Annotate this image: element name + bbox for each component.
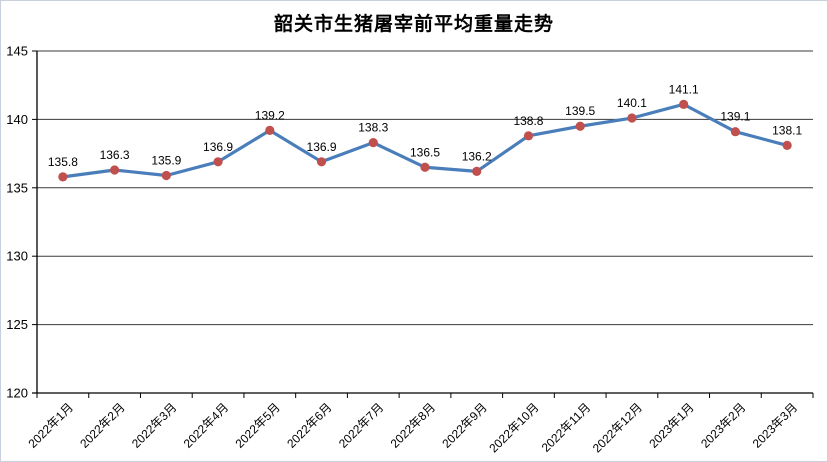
data-point-marker	[265, 125, 275, 135]
x-axis-tick-label: 2022年12月	[590, 400, 645, 455]
data-point-marker	[420, 162, 430, 172]
data-point-label: 136.5	[410, 145, 440, 159]
data-point-marker	[679, 99, 689, 109]
data-point-marker	[782, 140, 792, 150]
x-axis-tick-label: 2022年8月	[388, 400, 438, 450]
x-axis-tick-label: 2022年2月	[77, 400, 127, 450]
data-point-marker	[523, 131, 534, 141]
data-point-label: 141.1	[669, 82, 699, 96]
data-point-label: 140.1	[617, 96, 647, 110]
x-axis-tick-label: 2022年5月	[232, 400, 282, 450]
y-axis-tick-label: 135	[6, 180, 28, 195]
x-axis-tick-label: 2022年11月	[539, 400, 594, 455]
data-point-label: 138.8	[513, 114, 543, 128]
data-point-marker	[213, 157, 223, 167]
data-point-label: 139.2	[255, 108, 285, 122]
data-point-marker	[58, 172, 68, 182]
data-point-label: 138.1	[772, 123, 802, 137]
data-point-label: 139.1	[720, 110, 750, 124]
x-axis-tick-label: 2022年3月	[129, 400, 179, 450]
data-point-label: 135.8	[48, 155, 78, 169]
x-axis-tick-label: 2022年1月	[26, 400, 76, 450]
data-point-marker	[368, 138, 378, 148]
x-axis-tick-label: 2022年10月	[486, 400, 541, 455]
data-point-marker	[316, 157, 327, 167]
x-axis-tick-label: 2023年1月	[646, 400, 696, 450]
chart-title: 韶关市生猪屠宰前平均重量走势	[273, 14, 554, 35]
data-point-marker	[110, 165, 120, 175]
data-point-marker	[627, 113, 637, 123]
y-axis-tick-label: 125	[6, 317, 28, 332]
x-axis-tick-label: 2023年2月	[698, 400, 748, 450]
x-axis-tick-label: 2022年4月	[181, 400, 231, 450]
data-point-label: 135.9	[151, 153, 181, 167]
data-point-marker	[161, 170, 171, 181]
data-point-marker	[575, 121, 585, 131]
y-axis-tick-label: 130	[6, 249, 28, 264]
x-axis-tick-label: 2022年9月	[439, 400, 489, 450]
x-axis-tick-label: 2023年3月	[750, 400, 800, 450]
x-axis-tick-label: 2022年7月	[336, 400, 386, 450]
x-axis-tick-label: 2022年6月	[284, 400, 334, 450]
y-axis-tick-label: 140	[6, 112, 28, 127]
data-point-label: 136.3	[100, 148, 130, 162]
y-axis-tick-label: 120	[6, 386, 28, 401]
data-point-label: 136.9	[307, 140, 337, 154]
data-point-marker	[472, 166, 482, 176]
data-point-marker	[730, 127, 741, 137]
data-point-label: 136.2	[462, 149, 492, 163]
data-point-label: 136.9	[203, 140, 233, 154]
data-point-label: 139.5	[565, 104, 595, 118]
y-axis-tick-label: 145	[6, 44, 28, 59]
data-point-label: 138.3	[358, 121, 388, 135]
